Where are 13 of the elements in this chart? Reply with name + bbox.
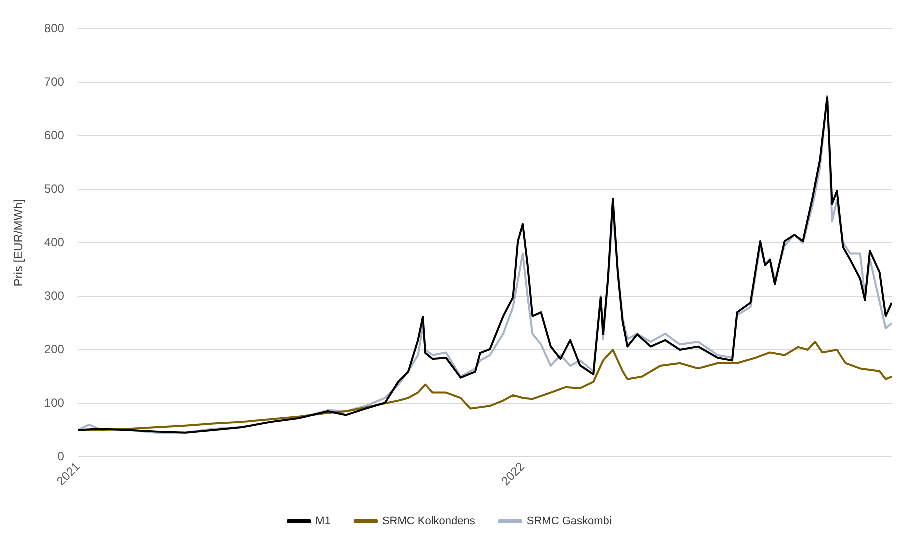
y-tick-label: 400 bbox=[44, 235, 65, 250]
y-tick-label: 200 bbox=[44, 342, 65, 356]
y-tick-label: 600 bbox=[44, 128, 65, 142]
legend-label: SRMC Kolkondens bbox=[382, 516, 476, 528]
y-tick-label: 800 bbox=[44, 22, 65, 36]
y-tick-label: 0 bbox=[58, 449, 65, 464]
y-tick-label: 100 bbox=[44, 396, 65, 410]
y-tick-label: 300 bbox=[44, 288, 65, 303]
y-tick-label: 500 bbox=[44, 182, 65, 196]
y-tick-label: 700 bbox=[44, 74, 65, 89]
legend-label: M1 bbox=[316, 516, 331, 528]
y-axis-title: Pris [EUR/MWh] bbox=[12, 199, 26, 287]
legend-label: SRMC Gaskombi bbox=[526, 516, 612, 528]
